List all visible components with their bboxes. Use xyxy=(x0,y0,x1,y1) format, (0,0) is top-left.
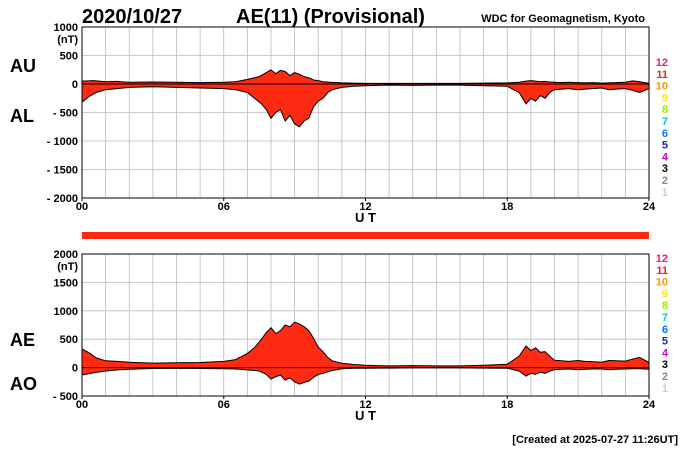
x-tick-label: 12 xyxy=(359,399,371,411)
station-number: 10 xyxy=(656,81,668,93)
au-al-chart: 1000 500 0 - 500 - 1000 - 1500 - 2000 (nT) 00 06 1… xyxy=(10,22,656,225)
series-line-2 xyxy=(81,367,650,385)
y-tick-label: 500 xyxy=(60,51,78,63)
y-tick-label: - 1500 xyxy=(47,165,78,177)
y-tick-label: - 2000 xyxy=(47,193,78,205)
x-tick-label: 06 xyxy=(218,201,230,213)
x-axis-label: U T xyxy=(355,210,376,225)
x-tick-label: 18 xyxy=(501,201,513,213)
source-label: WDC for Geomagnetism, Kyoto xyxy=(481,13,645,25)
x-tick-label: 24 xyxy=(643,399,656,411)
x-tick-label: 06 xyxy=(218,399,230,411)
series-line-1 xyxy=(81,69,650,84)
x-axis-label: U T xyxy=(355,408,376,423)
y-tick-label: - 500 xyxy=(53,391,78,403)
series-label-ao: AO xyxy=(10,374,37,394)
series-label-ae: AE xyxy=(10,330,35,350)
station-number: 2 xyxy=(662,371,668,383)
x-tick-label: 18 xyxy=(501,399,513,411)
station-number: 4 xyxy=(662,347,669,359)
station-number: 3 xyxy=(662,163,668,175)
station-number: 11 xyxy=(656,265,668,277)
created-timestamp: [Created at 2025-07-27 11:26UT] xyxy=(512,434,678,446)
station-number: 6 xyxy=(662,128,668,140)
station-number: 7 xyxy=(662,116,668,128)
y-tick-label: 0 xyxy=(72,363,78,375)
station-number: 8 xyxy=(662,300,668,312)
y-tick-label: 1500 xyxy=(54,277,78,289)
x-tick-label: 24 xyxy=(643,201,656,213)
unit-label: (nT) xyxy=(57,34,78,46)
ae-ao-chart: 2000 1500 1000 500 0 - 500 (nT) 00 06 12 18 24 U T AE… xyxy=(10,249,656,423)
station-number: 9 xyxy=(662,92,668,104)
station-number: 1 xyxy=(662,187,668,199)
station-number: 2 xyxy=(662,175,668,187)
station-number: 12 xyxy=(656,253,668,265)
station-number: 9 xyxy=(662,288,668,300)
station-number: 3 xyxy=(662,359,668,371)
station-number: 10 xyxy=(656,277,668,289)
station-number: 4 xyxy=(662,151,669,163)
station-number: 6 xyxy=(662,324,668,336)
x-tick-label: 00 xyxy=(76,201,88,213)
y-tick-label: 1000 xyxy=(54,22,78,34)
series-label-au: AU xyxy=(10,56,36,76)
station-number: 8 xyxy=(662,104,668,116)
x-tick-label: 12 xyxy=(359,201,371,213)
index-title: AE(11) (Provisional) xyxy=(236,6,425,28)
station-number: 11 xyxy=(656,69,668,81)
data-status-bar xyxy=(82,232,649,239)
y-tick-label: 1000 xyxy=(54,306,78,318)
x-tick-label: 00 xyxy=(76,399,88,411)
y-tick-label: 2000 xyxy=(54,249,78,261)
y-tick-label: - 1000 xyxy=(47,136,78,148)
y-tick-label: 500 xyxy=(60,334,78,346)
station-number: 5 xyxy=(662,336,668,348)
series-area-1 xyxy=(82,322,649,368)
unit-label: (nT) xyxy=(57,261,78,273)
date-title: 2020/10/27 xyxy=(82,6,182,28)
series-line-2 xyxy=(81,84,650,128)
station-number: 1 xyxy=(662,383,668,395)
station-number: 7 xyxy=(662,312,668,324)
series-label-al: AL xyxy=(10,106,34,126)
station-number: 12 xyxy=(656,57,668,69)
series-line-1 xyxy=(81,321,650,367)
station-number: 5 xyxy=(662,140,668,152)
y-tick-label: 0 xyxy=(72,79,78,91)
y-tick-label: - 500 xyxy=(53,108,78,120)
